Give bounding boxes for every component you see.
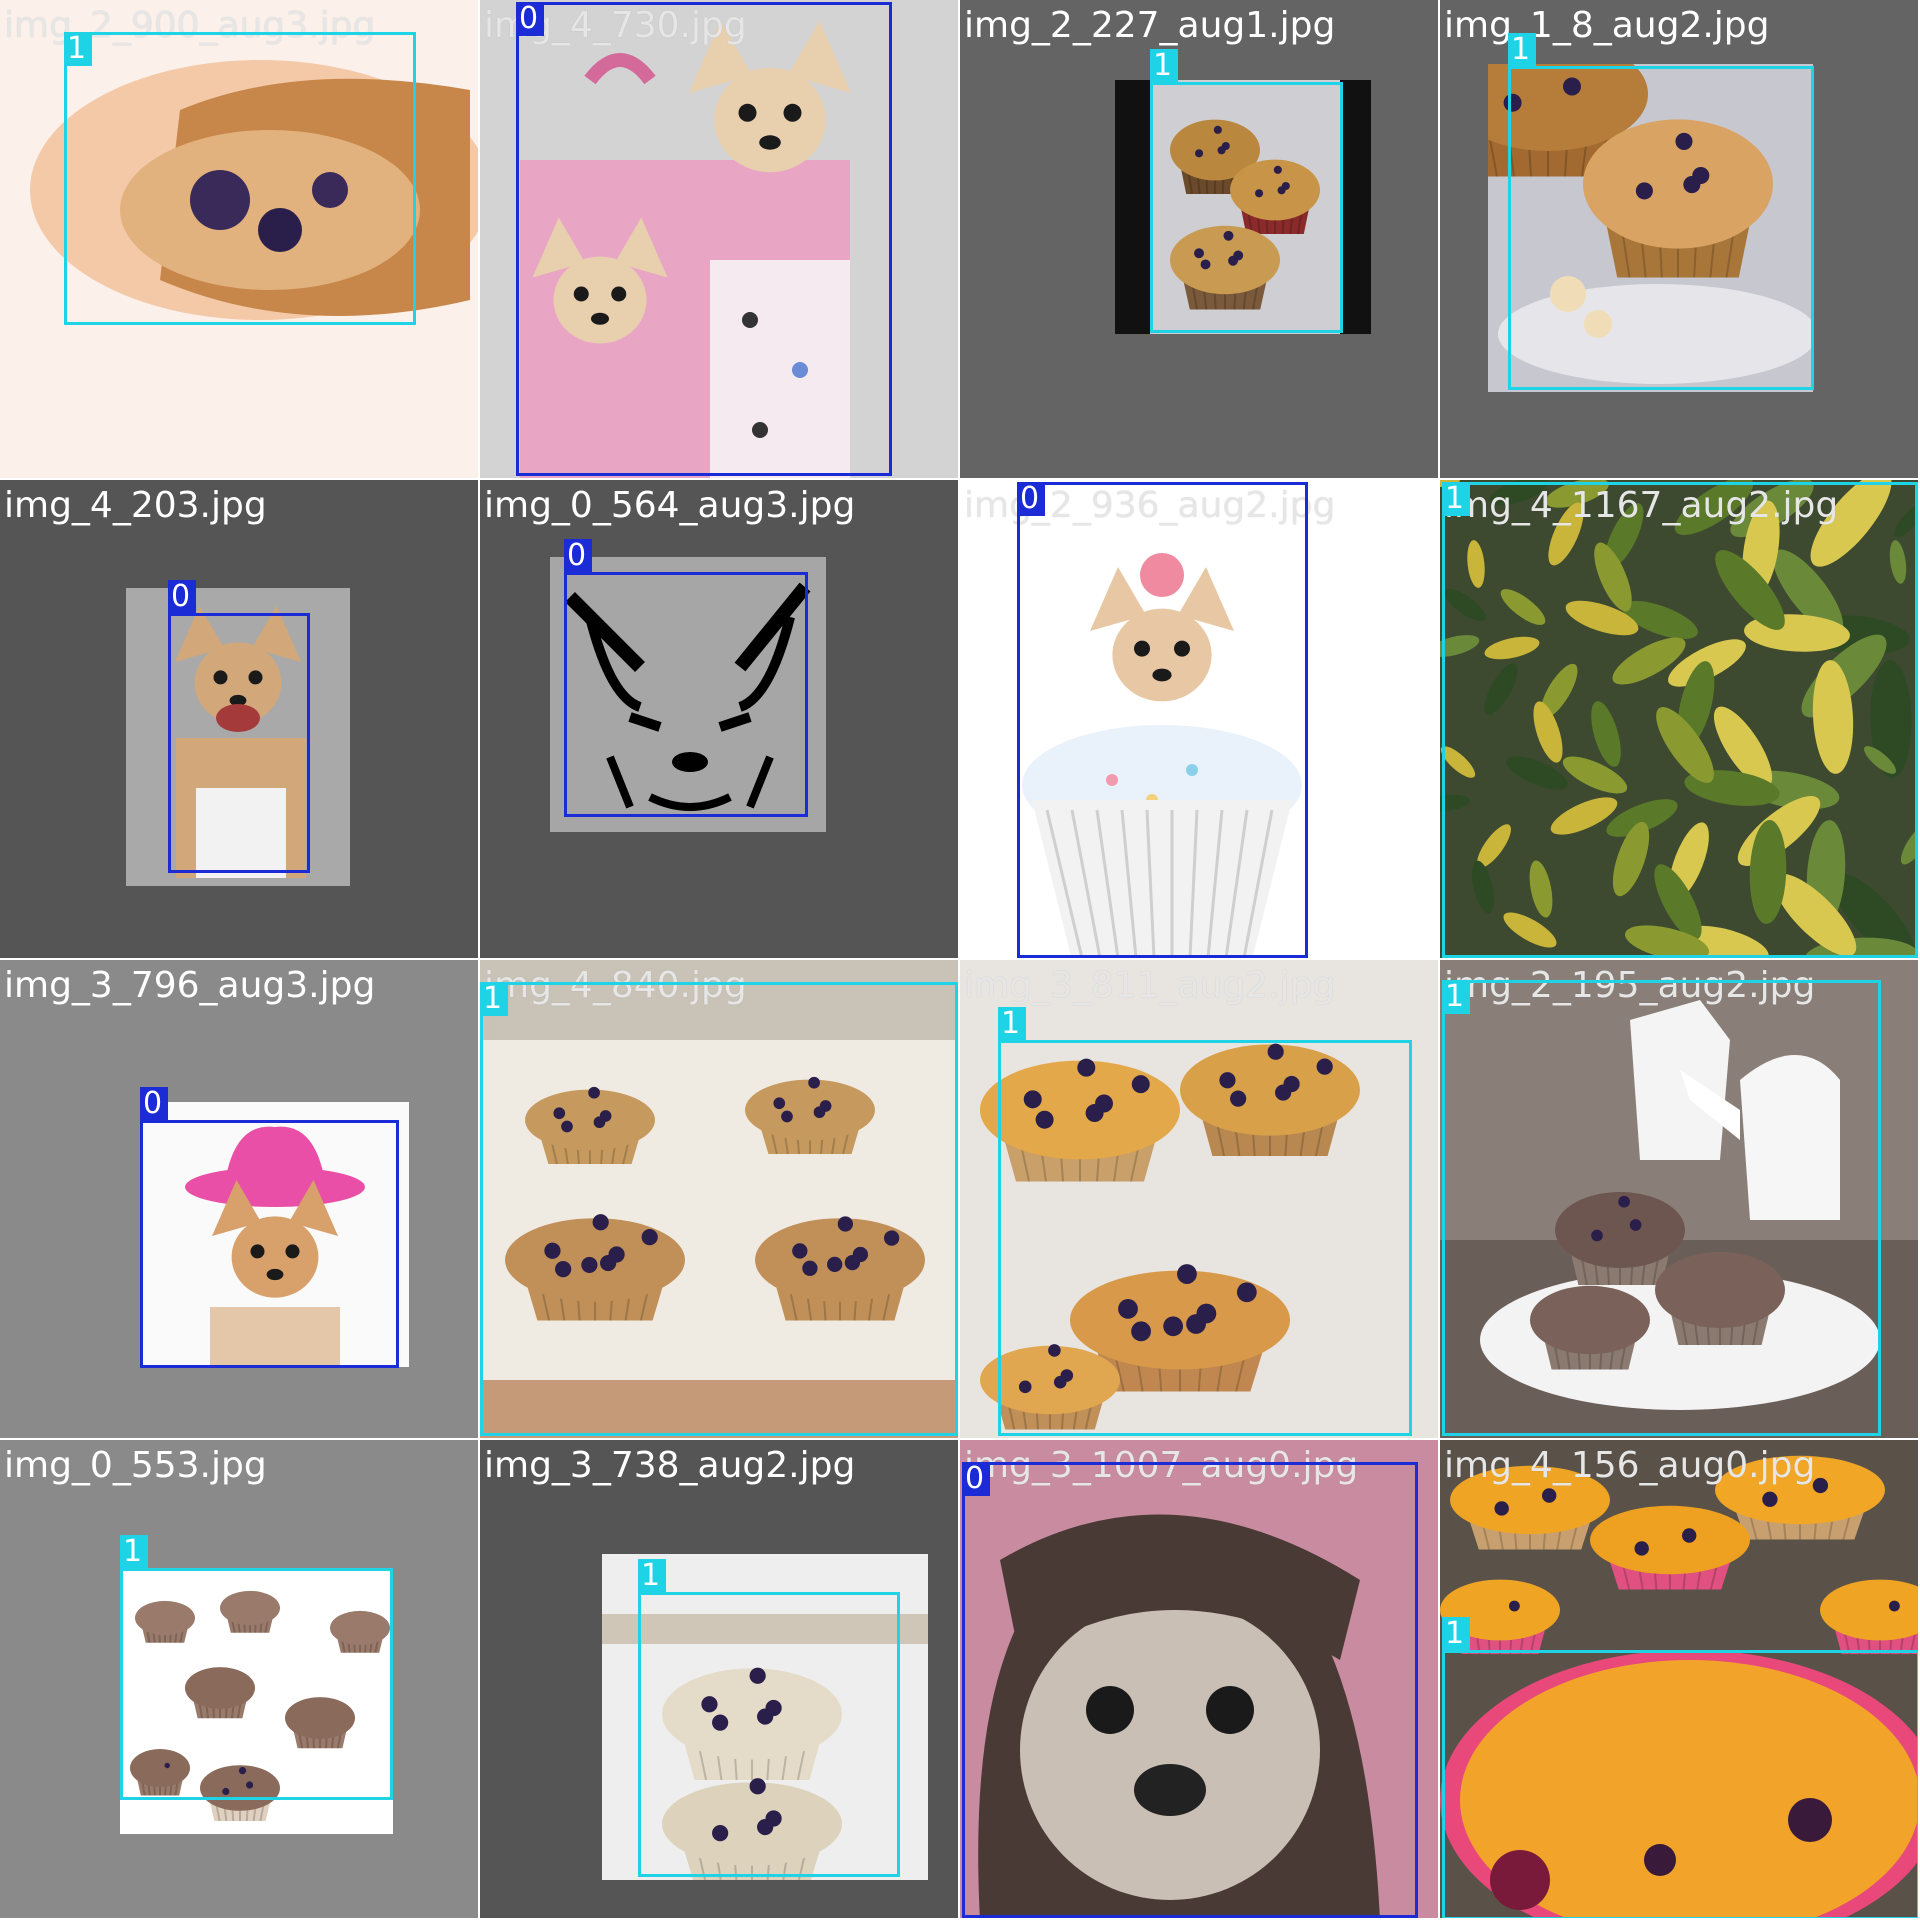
image-filename: img_3_796_aug3.jpg (4, 965, 376, 1006)
image-filename: img_4_203.jpg (4, 485, 267, 526)
bounding-box: 1 (1150, 49, 1343, 333)
mosaic-tile: img_4_730.jpg 0 (480, 0, 960, 480)
bounding-box: 0 (516, 2, 892, 476)
mosaic-tile: img_2_936_aug2.jpg 0 (960, 480, 1440, 960)
class-label: 1 (1442, 482, 1470, 516)
sample-image (120, 1568, 393, 1834)
sample-image (480, 0, 958, 478)
sample-image (1440, 1440, 1918, 1918)
sample-image (140, 1102, 409, 1367)
image-filename: img_4_840.jpg (484, 965, 747, 1006)
bounding-box: 1 (64, 32, 416, 325)
bounding-box: 1 (1442, 980, 1881, 1436)
sample-image (1488, 64, 1813, 392)
bounding-box: 1 (1442, 1617, 1918, 1918)
image-filename: img_4_156_aug0.jpg (1444, 1445, 1816, 1486)
bounding-box: 1 (1442, 482, 1918, 958)
class-label: 0 (564, 539, 592, 573)
class-label: 0 (140, 1087, 168, 1121)
class-label: 0 (1017, 482, 1045, 516)
class-label: 0 (962, 1462, 990, 1496)
class-label: 0 (516, 2, 544, 36)
mosaic-tile: img_3_738_aug2.jpg 1 (480, 1440, 960, 1920)
mosaic-tile: img_2_900_aug3.jpg 1 (0, 0, 480, 480)
bounding-box: 0 (962, 1462, 1418, 1918)
image-filename: img_0_553.jpg (4, 1445, 267, 1486)
bounding-box: 1 (998, 1007, 1412, 1436)
class-label: 1 (638, 1559, 666, 1593)
mosaic-tile: img_2_227_aug1.jpg 1 (960, 0, 1440, 480)
image-filename: img_2_227_aug1.jpg (964, 5, 1336, 46)
sample-image (960, 960, 1438, 1438)
sample-image (1012, 480, 1312, 958)
sample-image (1440, 480, 1918, 958)
sample-image (1440, 960, 1918, 1438)
bounding-box: 1 (480, 982, 958, 1436)
sample-image (1115, 80, 1371, 334)
sample-image (550, 557, 826, 832)
mosaic-tile: img_4_156_aug0.jpg 1 (1440, 1440, 1920, 1920)
sample-image (126, 588, 350, 886)
bounding-box: 0 (168, 580, 310, 873)
class-label: 1 (64, 32, 92, 66)
mosaic-tile: img_4_840.jpg 1 (480, 960, 960, 1440)
class-label: 1 (1442, 980, 1470, 1014)
image-filename: img_1_8_aug2.jpg (1444, 5, 1770, 46)
mosaic-tile: img_0_564_aug3.jpg 0 (480, 480, 960, 960)
sample-image (480, 960, 958, 1438)
mosaic-tile: img_4_203.jpg 0 (0, 480, 480, 960)
image-filename: img_3_811_aug2.jpg (964, 965, 1336, 1006)
class-label: 1 (1150, 49, 1178, 83)
class-label: 1 (120, 1535, 148, 1569)
class-label: 1 (1508, 33, 1536, 67)
image-filename: img_3_1007_aug0.jpg (964, 1445, 1359, 1486)
bounding-box: 0 (1017, 482, 1308, 958)
bounding-box: 0 (564, 539, 808, 817)
mosaic-tile: img_0_553.jpg 1 (0, 1440, 480, 1920)
sample-image (602, 1554, 928, 1880)
mosaic-tile: img_4_1167_aug2.jpg 1 (1440, 480, 1920, 960)
mosaic-tile: img_3_796_aug3.jpg 0 (0, 960, 480, 1440)
mosaic-tile: img_3_1007_aug0.jpg 0 (960, 1440, 1440, 1920)
bounding-box: 1 (120, 1535, 393, 1800)
sample-image (960, 1440, 1438, 1918)
bounding-box: 0 (140, 1087, 399, 1368)
image-filename: img_2_195_aug2.jpg (1444, 965, 1816, 1006)
class-label: 1 (998, 1007, 1026, 1041)
mosaic-tile: img_2_195_aug2.jpg 1 (1440, 960, 1920, 1440)
bounding-box: 1 (638, 1559, 900, 1877)
image-filename: img_0_564_aug3.jpg (484, 485, 856, 526)
image-filename: img_4_1167_aug2.jpg (1444, 485, 1839, 526)
class-label: 1 (1442, 1617, 1470, 1651)
class-label: 0 (168, 580, 196, 614)
mosaic-tile: img_1_8_aug2.jpg 1 (1440, 0, 1920, 480)
sample-image (0, 0, 478, 478)
bounding-box: 1 (1508, 33, 1814, 390)
mosaic-tile: img_3_811_aug2.jpg 1 (960, 960, 1440, 1440)
class-label: 1 (480, 982, 508, 1016)
image-filename: img_3_738_aug2.jpg (484, 1445, 856, 1486)
